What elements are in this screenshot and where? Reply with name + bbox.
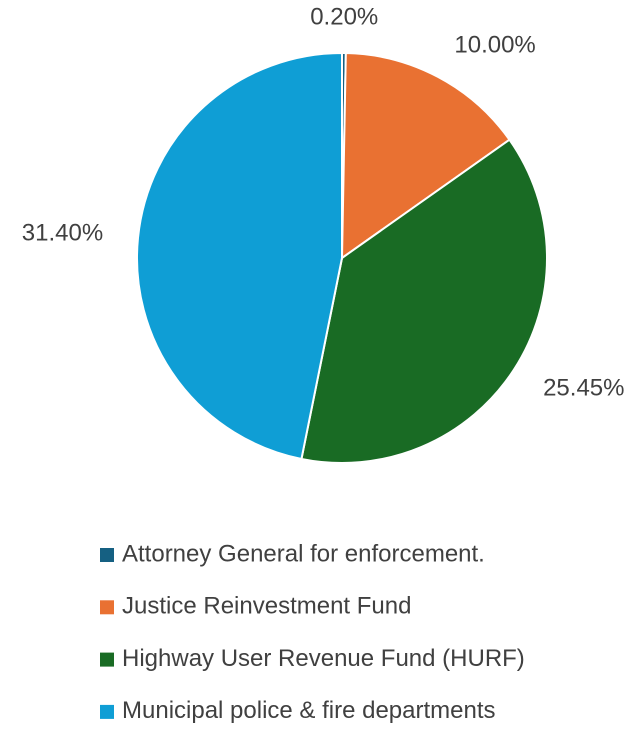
data-label: 0.20% — [310, 3, 378, 30]
legend-label: Attorney General for enforcement. — [122, 540, 485, 567]
legend-swatch — [100, 652, 114, 667]
data-label: 25.45% — [543, 374, 624, 401]
legend-swatch — [100, 704, 114, 719]
legend-swatch — [100, 600, 114, 615]
legend-swatch — [100, 548, 114, 562]
data-label: 31.40% — [22, 219, 103, 246]
legend-label: Justice Reinvestment Fund — [122, 593, 411, 620]
data-label: 10.00% — [454, 31, 535, 58]
legend-label: Highway User Revenue Fund (HURF) — [122, 645, 525, 672]
pie-slice — [300, 138, 548, 464]
pie-slice — [136, 51, 343, 461]
legend-label: Municipal police & fire departments — [122, 697, 496, 724]
pie-slice — [340, 52, 511, 260]
